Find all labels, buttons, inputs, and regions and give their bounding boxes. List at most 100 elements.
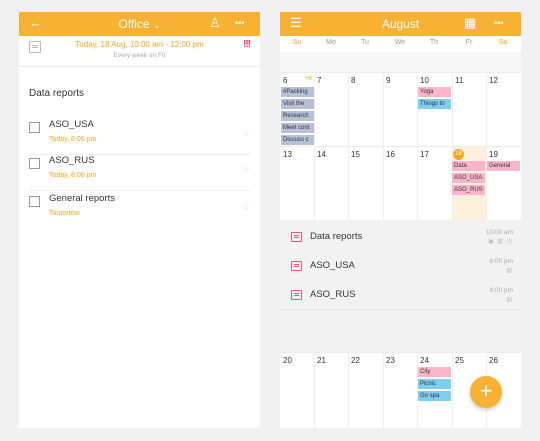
event-chip[interactable]: #Packing bbox=[281, 87, 314, 97]
day-number[interactable]: 24 bbox=[420, 356, 429, 365]
event-chip[interactable]: Data bbox=[452, 161, 485, 171]
detail-event[interactable]: Data reports 10:00 am ▣ ▥ ◷ bbox=[280, 222, 521, 252]
calendar-panel: ☰ August ▦ ••• Su Mo Tu We Th Fr Sa 6 +6… bbox=[280, 12, 521, 428]
star-icon[interactable]: ☆ bbox=[241, 164, 250, 174]
list-title[interactable]: Office ⌄ bbox=[19, 17, 260, 31]
day-number[interactable]: 7 bbox=[317, 76, 322, 85]
day-number[interactable]: 25 bbox=[455, 356, 464, 365]
weekday-label: Tu bbox=[361, 39, 369, 46]
weekday-label: Mo bbox=[326, 39, 336, 46]
star-icon[interactable]: ☆ bbox=[241, 128, 250, 138]
task-due: Today, 8:00 pm bbox=[49, 172, 97, 179]
more-icon[interactable]: ••• bbox=[235, 18, 245, 28]
week-row: 13 14 15 16 17 18 19 Data ASO_USA ASO_RU… bbox=[280, 146, 521, 221]
priority-flag[interactable]: !!! bbox=[243, 39, 251, 50]
list-title-text: Office bbox=[118, 17, 150, 31]
detail-time: 8:00 pm bbox=[489, 287, 514, 294]
weekday-label: Th bbox=[429, 39, 439, 46]
star-icon[interactable]: ☆ bbox=[241, 202, 250, 212]
more-events-count[interactable]: +6 bbox=[305, 76, 312, 82]
user-icon[interactable]: ♙ bbox=[209, 15, 221, 30]
day-number[interactable]: 8 bbox=[351, 76, 356, 85]
weekday-label: Fr bbox=[465, 39, 473, 46]
grid-view-icon[interactable]: ▦ bbox=[464, 15, 477, 30]
day-detail-panel: Data reports 10:00 am ▣ ▥ ◷ ASO_USA 8:00… bbox=[280, 220, 521, 352]
detail-title: ASO_RUS bbox=[310, 289, 356, 300]
day-number[interactable]: 26 bbox=[489, 356, 498, 365]
task-item[interactable]: ASO_USA Today, 8:00 pm ☆ bbox=[29, 118, 250, 155]
day-number[interactable]: 14 bbox=[317, 150, 326, 159]
task-item[interactable]: ASO_RUS Today, 8:00 pm ☆ bbox=[29, 154, 250, 191]
day-number[interactable]: 17 bbox=[420, 150, 429, 159]
event-chip[interactable]: City bbox=[418, 367, 451, 377]
task-icon bbox=[291, 261, 302, 271]
day-number[interactable]: 21 bbox=[317, 356, 326, 365]
day-number[interactable]: 10 bbox=[420, 76, 429, 85]
task-name: ASO_USA bbox=[49, 119, 94, 130]
detail-title: ASO_USA bbox=[310, 260, 355, 271]
event-chip[interactable]: Go spa bbox=[418, 391, 451, 401]
event-chip[interactable]: General bbox=[487, 161, 520, 171]
detail-title: Data reports bbox=[310, 231, 363, 242]
day-number[interactable]: 19 bbox=[489, 150, 498, 159]
more-icon[interactable]: ••• bbox=[494, 18, 504, 28]
event-chip[interactable]: Meet cont bbox=[281, 123, 314, 133]
day-number[interactable]: 16 bbox=[386, 150, 395, 159]
section-title: Data reports bbox=[29, 88, 85, 99]
task-due: Tomorrow bbox=[49, 210, 80, 217]
previous-week-area bbox=[280, 52, 521, 72]
week-row: 6 +6 7 8 9 10 11 12 #Packing Visit the R… bbox=[280, 72, 521, 147]
detail-task[interactable]: ASO_RUS 8:00 pm ▥ bbox=[280, 280, 521, 310]
weekday-label: We bbox=[394, 39, 406, 46]
day-number[interactable]: 11 bbox=[455, 76, 464, 85]
event-chip[interactable]: Discuss c bbox=[281, 135, 314, 145]
chevron-down-icon: ⌄ bbox=[152, 20, 161, 30]
weekday-label: Sa bbox=[498, 39, 508, 46]
event-summary[interactable]: Today, 18 Aug, 10:00 am - 12:00 pm Every… bbox=[19, 36, 260, 67]
task-due: Today, 8:00 pm bbox=[49, 136, 97, 143]
detail-status-icons: ▥ bbox=[506, 268, 513, 274]
day-number[interactable]: 23 bbox=[386, 356, 395, 365]
task-checkbox[interactable] bbox=[29, 196, 40, 207]
calendar-header: ☰ August ▦ ••• bbox=[280, 12, 521, 36]
day-number[interactable]: 6 bbox=[283, 76, 288, 85]
task-name: General reports bbox=[49, 193, 116, 204]
event-chip[interactable]: Picnic bbox=[418, 379, 451, 389]
event-chip[interactable]: Visit the bbox=[281, 99, 314, 109]
task-list-panel: ← Office ⌄ ♙ ••• Today, 18 Aug, 10:00 am… bbox=[19, 12, 260, 428]
today-badge[interactable]: 18 bbox=[453, 149, 464, 160]
event-time: Today, 18 Aug, 10:00 am - 12:00 pm bbox=[75, 40, 204, 49]
day-number[interactable]: 22 bbox=[351, 356, 360, 365]
detail-time: 8:00 pm bbox=[489, 258, 514, 265]
detail-status-icons: ▥ bbox=[506, 297, 513, 303]
day-number[interactable]: 13 bbox=[283, 150, 292, 159]
weekday-label: Su bbox=[292, 39, 302, 46]
event-chip[interactable]: ASO_USA bbox=[452, 173, 485, 183]
back-arrow-icon[interactable]: ← bbox=[29, 15, 42, 30]
event-chip[interactable]: Things to bbox=[418, 99, 451, 109]
detail-status-icons: ▣ ▥ ◷ bbox=[488, 239, 513, 245]
day-number[interactable]: 15 bbox=[351, 150, 360, 159]
event-repeat: Every week on Fri bbox=[113, 52, 166, 59]
left-header: ← Office ⌄ ♙ ••• bbox=[19, 12, 260, 36]
month-title[interactable]: August bbox=[381, 17, 420, 31]
note-icon bbox=[291, 232, 302, 242]
menu-icon[interactable]: ☰ bbox=[290, 15, 302, 30]
detail-time: 10:00 am bbox=[485, 229, 513, 236]
day-number[interactable]: 20 bbox=[283, 356, 292, 365]
day-number[interactable]: 9 bbox=[386, 76, 391, 85]
task-icon bbox=[291, 290, 302, 300]
event-chip[interactable]: ASO_RUS bbox=[452, 185, 485, 195]
week-row: 20 21 22 23 24 25 26 City Picnic Go spa bbox=[280, 352, 521, 428]
task-name: ASO_RUS bbox=[49, 155, 95, 166]
task-item[interactable]: General reports Tomorrow ☆ bbox=[29, 192, 250, 228]
add-button[interactable]: + bbox=[470, 376, 502, 408]
task-checkbox[interactable] bbox=[29, 122, 40, 133]
calendar-event-icon bbox=[29, 41, 41, 53]
task-checkbox[interactable] bbox=[29, 158, 40, 169]
event-chip[interactable]: Yoga bbox=[418, 87, 451, 97]
event-chip[interactable]: Research bbox=[281, 111, 314, 121]
detail-task[interactable]: ASO_USA 8:00 pm ▥ bbox=[280, 251, 521, 281]
weekday-header: Su Mo Tu We Th Fr Sa bbox=[280, 36, 521, 52]
day-number[interactable]: 12 bbox=[489, 76, 498, 85]
